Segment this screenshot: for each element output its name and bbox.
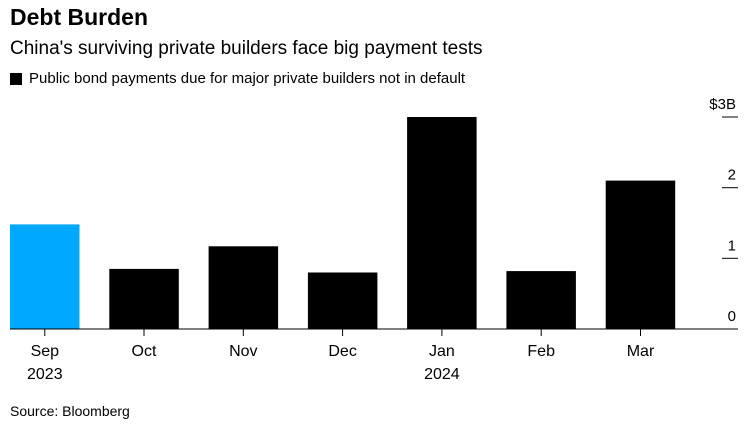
bar-oct — [109, 268, 179, 329]
legend-swatch — [10, 72, 22, 85]
x-tick-label-mar: Mar — [627, 343, 655, 360]
y-tick-label-1: 1 — [728, 237, 736, 254]
x-tick-sublabel-sep: 2023 — [27, 366, 63, 383]
x-tick-sublabel-jan: 2024 — [424, 366, 460, 383]
bar-feb — [506, 271, 576, 329]
bar-sep — [10, 224, 80, 329]
legend-label: Public bond payments due for major priva… — [29, 70, 466, 87]
chart-subtitle: China's surviving private builders face … — [10, 38, 483, 59]
source-note: Source: Bloomberg — [10, 403, 130, 419]
bar-nov — [208, 246, 279, 329]
x-tick-label-dec: Dec — [328, 343, 356, 360]
y-tick-label-2: 2 — [728, 167, 736, 184]
x-tick-label-nov: Nov — [229, 343, 257, 360]
x-tick-label-feb: Feb — [527, 343, 555, 360]
bar-dec — [307, 272, 378, 329]
bar-mar — [605, 180, 676, 329]
x-tick-label-sep: Sep — [31, 343, 60, 360]
x-tick-label-jan: Jan — [429, 343, 455, 360]
y-tick-label-0: 0 — [728, 308, 736, 325]
legend: Public bond payments due for major priva… — [10, 70, 465, 87]
x-tick-label-oct: Oct — [132, 343, 157, 360]
bar-jan — [407, 117, 477, 329]
chart-title: Debt Burden — [10, 4, 148, 30]
y-tick-label-3: $3B — [709, 96, 736, 113]
